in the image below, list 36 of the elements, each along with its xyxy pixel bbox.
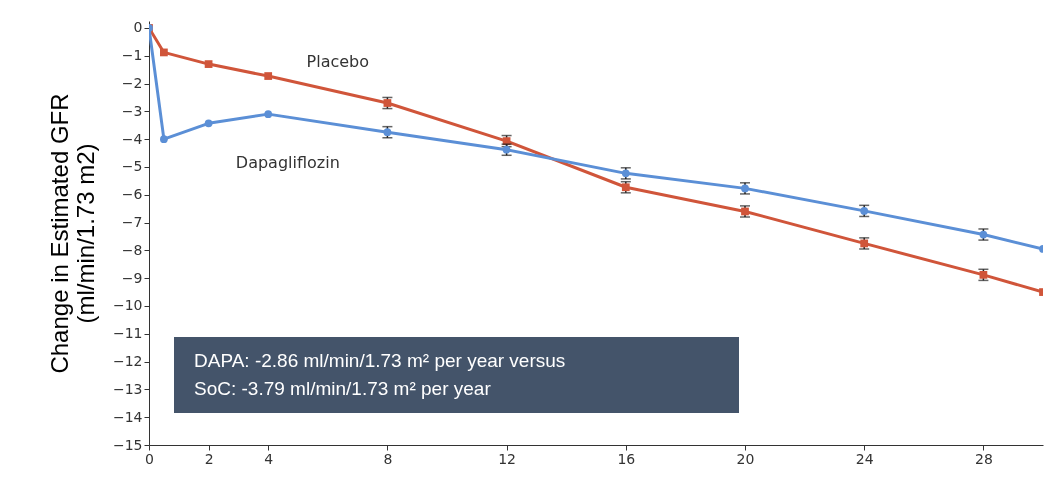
x-tick-label: 12 bbox=[498, 450, 517, 467]
point bbox=[160, 135, 168, 144]
y-tick-label: 0 bbox=[133, 19, 143, 36]
x-tick-label: 20 bbox=[736, 450, 755, 467]
point bbox=[204, 119, 213, 128]
x-tick-label: 8 bbox=[383, 450, 393, 467]
x-tick-label: 16 bbox=[617, 450, 636, 467]
y-tick-label: −8 bbox=[121, 241, 143, 258]
x-tick-label: 2 bbox=[204, 450, 214, 467]
y-tick-label: −9 bbox=[121, 269, 143, 286]
series-label: Placebo bbox=[306, 51, 370, 71]
point bbox=[264, 72, 273, 80]
y-tick-label: −12 bbox=[112, 353, 143, 370]
y-tick-label: −3 bbox=[121, 102, 143, 119]
y-tick-label: −10 bbox=[112, 297, 143, 314]
y-tick-label: −11 bbox=[112, 325, 143, 342]
y-tick-label: −7 bbox=[121, 214, 143, 231]
x-tick-label: 0 bbox=[145, 450, 154, 467]
point bbox=[160, 48, 168, 57]
y-tick-label: −13 bbox=[112, 380, 143, 397]
y-tick-label: −2 bbox=[121, 75, 143, 92]
y-tick-label: −1 bbox=[121, 47, 143, 64]
y-tick-label: −14 bbox=[112, 408, 143, 425]
point bbox=[264, 110, 273, 119]
y-tick-label: −6 bbox=[121, 186, 143, 203]
annotation: SoC: -3.79 ml/min/1.73 m² per year bbox=[194, 378, 492, 399]
point bbox=[204, 60, 213, 68]
annotation: DAPA: -2.86 ml/min/1.73 m² per year versus bbox=[194, 350, 566, 371]
y-tick-label: −5 bbox=[121, 158, 143, 175]
y-tick-label: −15 bbox=[112, 436, 143, 453]
series-label: Dapagliflozin bbox=[235, 153, 340, 173]
x-tick-label: 4 bbox=[264, 450, 274, 467]
y-tick-label: −4 bbox=[121, 130, 143, 147]
x-tick-label: 28 bbox=[974, 450, 993, 467]
x-tick-label: 24 bbox=[855, 450, 874, 467]
y-axis-title: Change in Estimated GFR (ml/min/1.73 m2) bbox=[45, 93, 99, 374]
